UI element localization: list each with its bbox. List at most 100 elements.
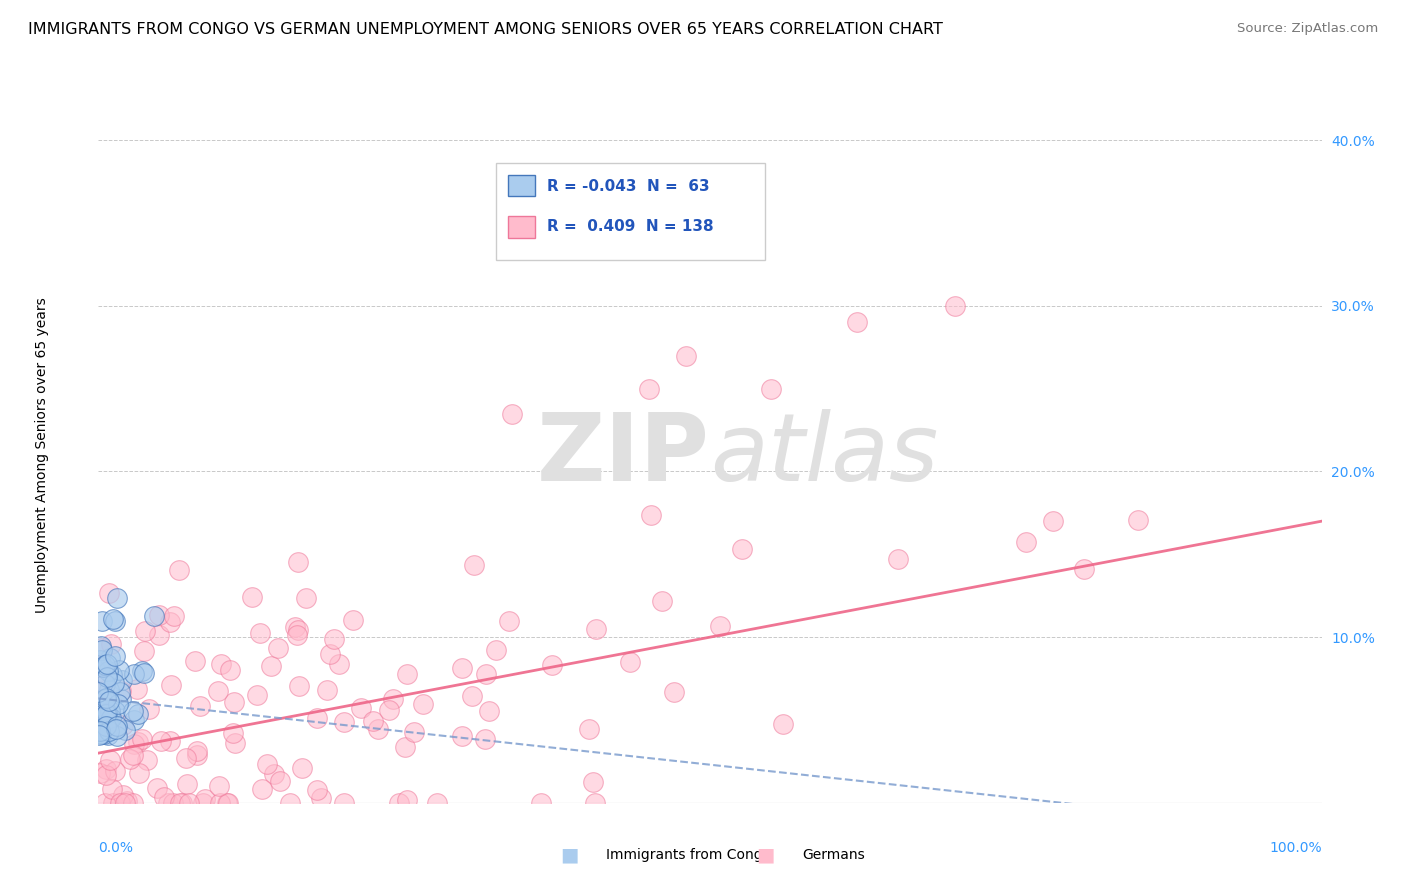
Point <box>177 796 200 810</box>
Point <box>89 639 111 653</box>
Point <box>94 703 117 717</box>
Point <box>333 714 356 729</box>
Point <box>578 723 600 737</box>
Point <box>208 779 231 793</box>
Point <box>127 707 149 722</box>
Point <box>105 719 128 733</box>
Point <box>943 299 966 313</box>
Point <box>110 683 132 698</box>
Point <box>132 666 155 681</box>
Point <box>105 729 128 743</box>
Point <box>93 726 115 740</box>
Point <box>107 663 129 677</box>
Point <box>412 697 434 711</box>
Point <box>91 723 114 738</box>
Text: R =  0.409  N = 138: R = 0.409 N = 138 <box>547 219 714 235</box>
Point <box>176 776 198 790</box>
Point <box>97 714 120 729</box>
Point <box>501 407 523 421</box>
Point <box>122 737 145 751</box>
Point <box>328 657 350 672</box>
Point <box>148 628 170 642</box>
Point <box>463 558 485 572</box>
Point <box>108 685 131 699</box>
Point <box>583 796 606 810</box>
Point <box>498 614 520 628</box>
Point <box>426 796 449 810</box>
Point <box>125 681 148 696</box>
Point <box>111 718 134 732</box>
Point <box>217 796 239 810</box>
Point <box>90 727 112 741</box>
Text: 0.0%: 0.0% <box>98 841 134 855</box>
Point <box>333 796 356 810</box>
Point <box>103 675 125 690</box>
Point <box>153 789 176 804</box>
Point <box>114 723 136 737</box>
Point <box>305 783 328 797</box>
Point <box>97 716 120 731</box>
Point <box>184 654 207 668</box>
Point <box>91 660 114 674</box>
Point <box>309 790 332 805</box>
Point <box>104 648 127 663</box>
Point <box>100 711 122 725</box>
Text: 100.0%: 100.0% <box>1270 841 1322 855</box>
Point <box>94 677 117 691</box>
Point <box>278 796 301 810</box>
Point <box>157 796 180 810</box>
Point <box>96 690 118 705</box>
Point <box>115 794 138 808</box>
Point <box>172 796 194 810</box>
Point <box>287 623 309 637</box>
Point <box>100 637 122 651</box>
Point <box>96 706 118 721</box>
Point <box>169 796 191 810</box>
Point <box>284 620 307 634</box>
Point <box>122 747 145 762</box>
Point <box>215 796 238 810</box>
Point <box>90 643 112 657</box>
Point <box>98 704 121 718</box>
Point <box>94 702 117 716</box>
Point <box>250 782 273 797</box>
Point <box>582 775 605 789</box>
Point <box>224 736 246 750</box>
Point <box>709 619 731 633</box>
Point <box>761 382 783 396</box>
Point <box>246 688 269 702</box>
Point <box>381 692 404 706</box>
Point <box>89 723 111 738</box>
Point <box>122 796 145 810</box>
Point <box>159 615 181 630</box>
Text: ■: ■ <box>560 846 578 864</box>
Text: atlas: atlas <box>710 409 938 500</box>
Point <box>91 698 114 713</box>
Point <box>1128 513 1150 527</box>
Point <box>98 723 121 738</box>
Point <box>89 728 111 742</box>
Text: ■: ■ <box>756 846 775 864</box>
Text: Immigrants from Congo: Immigrants from Congo <box>606 848 770 862</box>
Point <box>731 541 754 556</box>
Point <box>97 728 120 742</box>
FancyBboxPatch shape <box>508 175 536 196</box>
Point <box>222 725 245 739</box>
Text: Germans: Germans <box>801 848 865 862</box>
Point <box>723 199 745 213</box>
Text: Source: ZipAtlas.com: Source: ZipAtlas.com <box>1237 22 1378 36</box>
Point <box>193 792 215 806</box>
Point <box>249 626 271 640</box>
Point <box>108 796 131 810</box>
Point <box>111 673 134 688</box>
Point <box>93 712 115 726</box>
Point <box>101 796 124 810</box>
Point <box>886 551 908 566</box>
Point <box>174 751 197 765</box>
Point <box>162 609 184 624</box>
Point <box>94 658 117 673</box>
Point <box>260 659 283 673</box>
Point <box>120 751 142 765</box>
Point <box>209 657 232 672</box>
Point <box>91 714 114 729</box>
